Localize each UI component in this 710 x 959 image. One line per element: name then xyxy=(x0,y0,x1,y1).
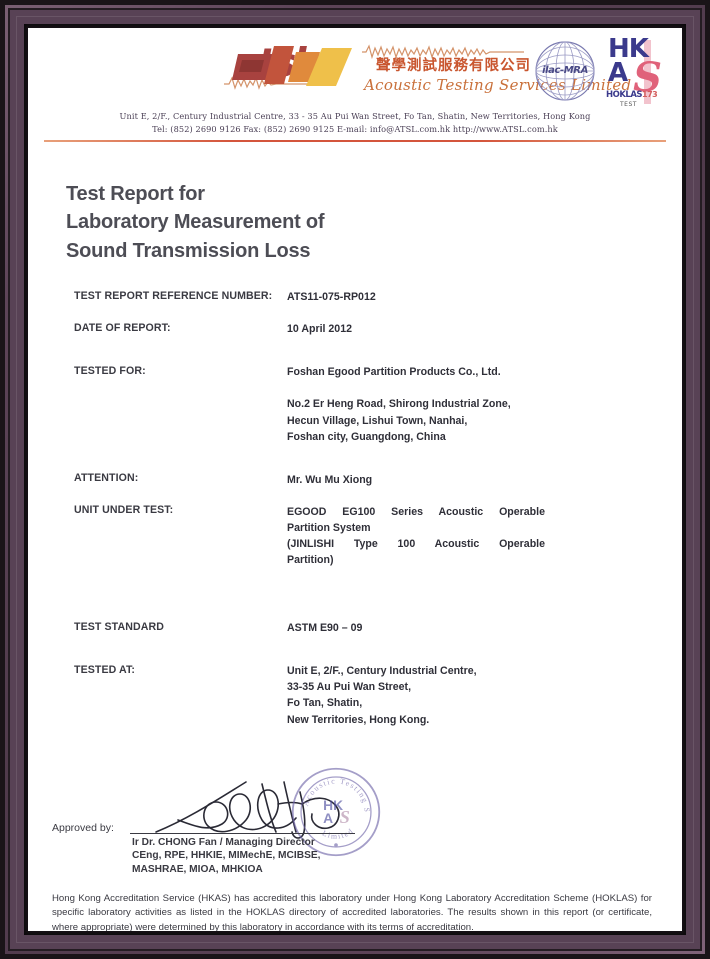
accreditation-paragraph: Hong Kong Accreditation Service (HKAS) h… xyxy=(52,892,652,931)
hoklas-number: 173 xyxy=(642,90,658,99)
logo-row: atsl 聲學測試服務有限公司 Acoustic Testing Service… xyxy=(40,34,670,108)
tested-at-line-3: Fo Tan, Shatin, xyxy=(287,697,363,710)
field-value: ASTM E90 – 09 xyxy=(287,622,363,635)
field-value: ATS11-075-RP012 xyxy=(287,291,376,304)
signature-block: Acoustic Testing Services Limited HK A S… xyxy=(52,766,682,878)
uut-line-2: Partition System xyxy=(287,521,371,534)
document-frame-bevel: atsl 聲學測試服務有限公司 Acoustic Testing Service… xyxy=(5,5,705,954)
field-date-of-report: DATE OF REPORT: 10 April 2012 xyxy=(74,321,614,337)
page-title: Test Report for Laboratory Measurement o… xyxy=(66,180,682,265)
hkas-letter-s: S xyxy=(633,54,662,101)
report-fields: TEST REPORT REFERENCE NUMBER: ATS11-075-… xyxy=(74,289,614,728)
field-value: Foshan Egood Partition Products Co., Ltd… xyxy=(287,366,501,379)
ilac-mra-text: ilac-MRA xyxy=(542,65,588,76)
field-reference-number: TEST REPORT REFERENCE NUMBER: ATS11-075-… xyxy=(74,289,614,305)
atsl-chinese-name: 聲學測試服務有限公司 xyxy=(376,58,531,74)
atsl-logo-shapes xyxy=(232,46,352,86)
signatory-details: Ir Dr. CHONG Fan / Managing Director CEn… xyxy=(132,836,321,877)
signatory-name: Ir Dr. CHONG Fan / Managing Director xyxy=(132,836,315,848)
signatory-credentials-1: CEng, RPE, HHKIE, MIMechE, MCIBSE, xyxy=(132,850,321,862)
hoklas-label: HOKLAS173 xyxy=(606,90,658,100)
field-tested-for-address: No.2 Er Heng Road, Shirong Industrial Zo… xyxy=(74,396,614,444)
field-value: 10 April 2012 xyxy=(287,323,352,336)
hkas-letter-a: A xyxy=(608,57,628,88)
address-line-3: Foshan city, Guangdong, China xyxy=(287,430,446,443)
field-label: TEST REPORT REFERENCE NUMBER: xyxy=(74,289,273,302)
field-label: UNIT UNDER TEST: xyxy=(74,504,174,517)
address-line-1: No.2 Er Heng Road, Shirong Industrial Zo… xyxy=(287,398,511,411)
hoklas-word: HOKLAS xyxy=(606,90,643,100)
field-value: No.2 Er Heng Road, Shirong Industrial Zo… xyxy=(287,396,545,444)
field-attention: ATTENTION: Mr. Wu Mu Xiong xyxy=(74,472,614,488)
company-stamp: Acoustic Testing Services Limited HK A S xyxy=(290,766,381,856)
field-unit-under-test: UNIT UNDER TEST: EGOOD EG100 Series Acou… xyxy=(74,504,614,568)
field-label: ATTENTION: xyxy=(74,472,139,485)
letterhead-address: Unit E, 2/F., Century Industrial Centre,… xyxy=(40,110,670,135)
field-label: TEST STANDARD xyxy=(74,620,164,633)
field-value: Unit E, 2/F., Century Industrial Centre,… xyxy=(287,663,545,727)
hkas-logo: HK A S HOKLAS173 TEST xyxy=(606,34,664,108)
title-line-2: Laboratory Measurement of xyxy=(66,211,325,234)
field-test-standard: TEST STANDARD ASTM E90 – 09 xyxy=(74,620,614,636)
field-label: TESTED AT: xyxy=(74,663,136,676)
document-page: atsl 聲學測試服務有限公司 Acoustic Testing Service… xyxy=(28,28,682,931)
svg-text:S: S xyxy=(340,807,350,827)
atsl-logo: atsl 聲學測試服務有限公司 Acoustic Testing Service… xyxy=(224,38,631,102)
field-tested-for: TESTED FOR: Foshan Egood Partition Produ… xyxy=(74,364,614,380)
field-label: TESTED FOR: xyxy=(74,364,146,377)
uut-line-1: EGOOD EG100 Series Acoustic Operable xyxy=(287,505,545,518)
signature-line xyxy=(130,832,355,834)
hkas-accent-bar xyxy=(644,40,651,104)
ilac-mra-logo: ilac-MRA xyxy=(534,40,596,102)
title-line-1: Test Report for xyxy=(66,183,205,205)
title-line-3: Sound Transmission Loss xyxy=(66,239,311,262)
address-line: Unit E, 2/F., Century Industrial Centre,… xyxy=(119,111,591,121)
handwritten-signature xyxy=(155,780,340,839)
document-frame-inner-edge: atsl 聲學測試服務有限公司 Acoustic Testing Service… xyxy=(24,24,686,935)
field-value: EGOOD EG100 Series Acoustic Operable Par… xyxy=(287,504,545,568)
field-label-spacer xyxy=(74,396,287,397)
header-divider xyxy=(44,140,666,142)
field-value: Mr. Wu Mu Xiong xyxy=(287,473,373,486)
atsl-english-name: Acoustic Testing Services Limited xyxy=(364,76,632,94)
letterhead: atsl 聲學測試服務有限公司 Acoustic Testing Service… xyxy=(28,28,682,148)
svg-text:A: A xyxy=(323,811,333,826)
hkas-letters-hk: HK xyxy=(608,34,649,64)
document-frame-plum: atsl 聲學測試服務有限公司 Acoustic Testing Service… xyxy=(8,8,702,951)
tested-at-line-2: 33-35 Au Pui Wan Street, xyxy=(287,681,412,694)
field-tested-at: TESTED AT: Unit E, 2/F., Century Industr… xyxy=(74,663,614,727)
uut-line-4: Partition) xyxy=(287,554,334,567)
globe-icon xyxy=(535,41,595,101)
hkas-letters: HK A xyxy=(608,34,649,88)
field-label: DATE OF REPORT: xyxy=(74,321,171,334)
uut-line-3: (JINLISHI Type 100 Acoustic Operable xyxy=(287,538,545,551)
address-line-2: Hecun Village, Lishui Town, Nanhai, xyxy=(287,414,468,427)
approved-by-label: Approved by: xyxy=(52,821,114,834)
contact-line: Tel: (852) 2690 9126 Fax: (852) 2690 912… xyxy=(152,123,558,134)
tested-at-line-4: New Territories, Hong Kong. xyxy=(287,713,430,726)
svg-text:HK: HK xyxy=(323,798,343,813)
signatory-credentials-2: MASHRAE, MIOA, MHKIOA xyxy=(132,864,263,876)
hoklas-sub-label: TEST xyxy=(620,101,637,108)
tested-at-line-1: Unit E, 2/F., Century Industrial Centre, xyxy=(287,665,477,678)
